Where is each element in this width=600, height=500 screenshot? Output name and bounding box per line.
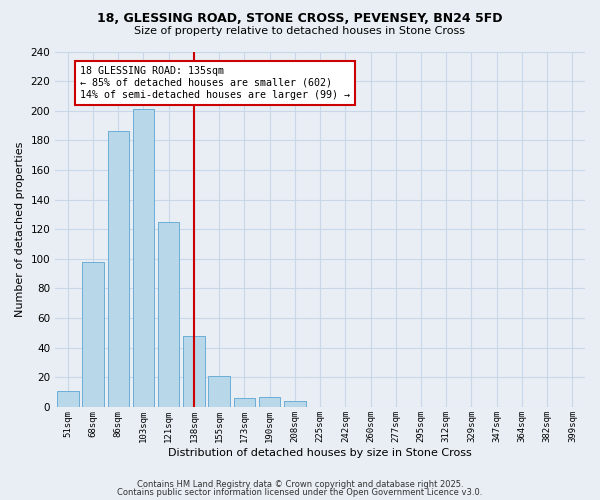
X-axis label: Distribution of detached houses by size in Stone Cross: Distribution of detached houses by size … xyxy=(168,448,472,458)
Text: 18 GLESSING ROAD: 135sqm
← 85% of detached houses are smaller (602)
14% of semi-: 18 GLESSING ROAD: 135sqm ← 85% of detach… xyxy=(80,66,350,100)
Bar xyxy=(233,398,255,407)
Bar xyxy=(259,396,280,407)
Text: 18, GLESSING ROAD, STONE CROSS, PEVENSEY, BN24 5FD: 18, GLESSING ROAD, STONE CROSS, PEVENSEY… xyxy=(97,12,503,26)
Bar xyxy=(57,390,79,407)
Bar xyxy=(82,262,104,407)
Bar xyxy=(158,222,179,407)
Y-axis label: Number of detached properties: Number of detached properties xyxy=(15,142,25,317)
Text: Contains HM Land Registry data © Crown copyright and database right 2025.: Contains HM Land Registry data © Crown c… xyxy=(137,480,463,489)
Bar xyxy=(133,110,154,407)
Bar xyxy=(107,132,129,407)
Text: Size of property relative to detached houses in Stone Cross: Size of property relative to detached ho… xyxy=(134,26,466,36)
Text: Contains public sector information licensed under the Open Government Licence v3: Contains public sector information licen… xyxy=(118,488,482,497)
Bar xyxy=(183,336,205,407)
Bar xyxy=(208,376,230,407)
Bar xyxy=(284,401,305,407)
